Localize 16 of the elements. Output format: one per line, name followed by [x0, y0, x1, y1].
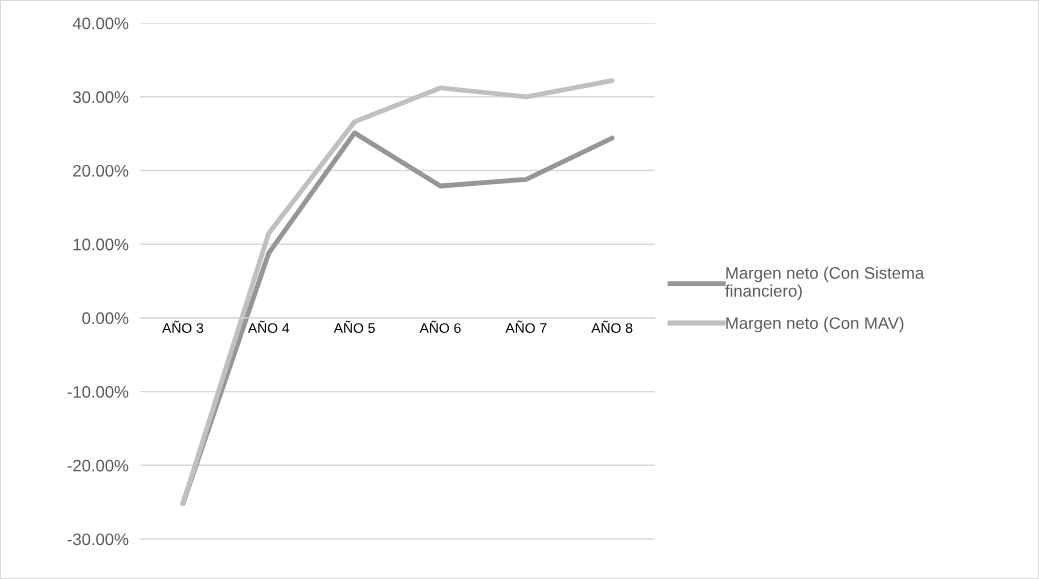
- y-tick-label: -10.00%: [67, 386, 129, 398]
- x-tick-label: AÑO 3: [162, 320, 204, 333]
- x-tick-label: AÑO 4: [247, 320, 290, 333]
- x-tick-label: AÑO 8: [591, 320, 633, 333]
- y-tick-label: -30.00%: [67, 533, 129, 546]
- y-tick-label: 10.00%: [73, 238, 129, 251]
- x-tick-label: AÑO 6: [419, 320, 461, 333]
- y-tick-label: 20.00%: [73, 164, 129, 177]
- legend-label: Margen neto (Con MAV): [726, 316, 904, 333]
- x-tick-label: AÑO 5: [333, 320, 375, 333]
- y-tick-label: 0.00%: [82, 312, 129, 325]
- x-tick-label: AÑO 7: [505, 320, 547, 333]
- legend-label: Margen neto (Con Sistema financiero): [725, 266, 925, 301]
- y-tick-label: 40.00%: [72, 17, 129, 30]
- y-tick-label: -20.00%: [67, 459, 129, 472]
- y-tick-label: 30.00%: [73, 91, 129, 103]
